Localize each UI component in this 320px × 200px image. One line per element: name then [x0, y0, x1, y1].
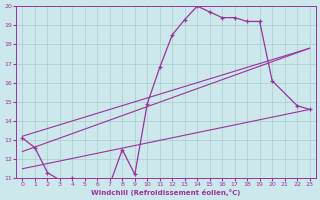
X-axis label: Windchill (Refroidissement éolien,°C): Windchill (Refroidissement éolien,°C) — [91, 189, 241, 196]
